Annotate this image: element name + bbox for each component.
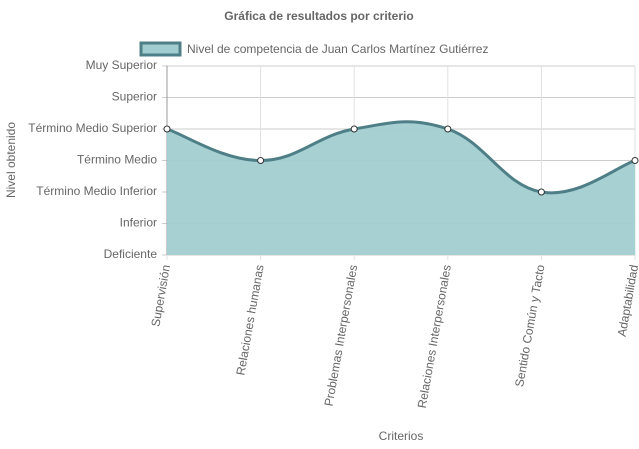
y-tick-label: Término Medio [77, 153, 157, 167]
line [166, 120, 636, 195]
point [631, 157, 639, 164]
point [163, 125, 171, 133]
y-tick-label: Superior [112, 90, 157, 104]
y-tick-label: Inferior [120, 216, 157, 230]
x-tick-label: Supervisión [148, 264, 173, 328]
y-axis-title: Nivel obtenido [4, 122, 18, 198]
legend-swatch [139, 41, 182, 57]
point [444, 125, 452, 133]
x-tick-label: Relaciones humanas [233, 264, 266, 377]
area-fill [167, 121, 635, 256]
chart-title: Gráfica de resultados por criterio [224, 9, 413, 23]
y-tick-label: Término Medio Superior [28, 121, 157, 135]
point [537, 188, 545, 196]
point [257, 157, 265, 164]
point [350, 125, 358, 133]
x-axis-title: Criterios [379, 429, 424, 443]
x-tick-label: Sentido Común y Tacto [512, 263, 547, 388]
x-tick-label: Problemas Interpersonales [322, 264, 361, 408]
legend-label: Nivel de competencia de Juan Carlos Mart… [187, 42, 488, 56]
y-tick-label: Término Medio Inferior [36, 184, 157, 198]
x-tick-label: Relaciones Interpersonales [415, 264, 454, 410]
x-tick-label: Adaptabilidad [615, 264, 639, 338]
y-tick-label: Muy Superior [86, 58, 157, 72]
y-tick-label: Deficiente [104, 247, 158, 261]
